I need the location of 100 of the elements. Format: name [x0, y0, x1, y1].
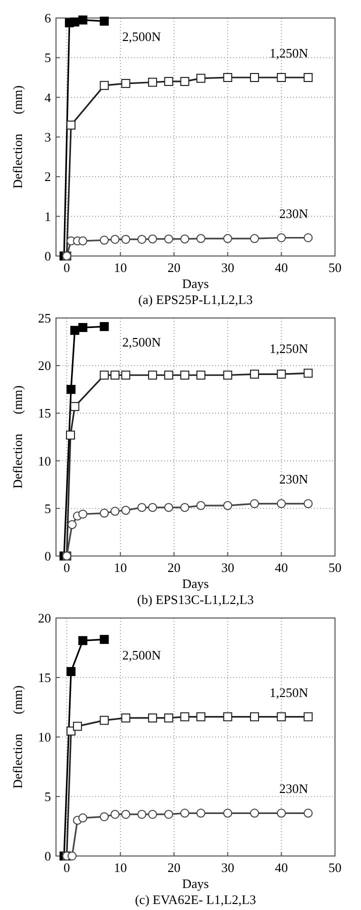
- point: [121, 234, 130, 244]
- point: [66, 430, 75, 440]
- point: [121, 506, 130, 515]
- y-tick-label: 10: [38, 453, 51, 468]
- point: [164, 234, 174, 244]
- x-axis-title: Days: [182, 876, 209, 891]
- point: [121, 370, 130, 380]
- x-tick-label: 0: [63, 860, 70, 875]
- x-tick-label: 40: [274, 260, 288, 275]
- text: (b) EPS13C-L1,L2,L3: [137, 592, 254, 607]
- y-tick-label: 6: [44, 10, 52, 26]
- point: [223, 501, 232, 510]
- y-tick-label: 15: [38, 406, 51, 421]
- point: [250, 808, 260, 818]
- x-tick-label: 0: [63, 560, 70, 575]
- y-tick-label: 5: [44, 500, 51, 516]
- x-axis-title: Days: [182, 276, 209, 291]
- point: [276, 233, 286, 242]
- series-label: 2,500N: [122, 647, 162, 662]
- x-tick-label: 30: [221, 560, 234, 575]
- y-tick-label: 1: [44, 208, 51, 224]
- point: [164, 502, 174, 512]
- point: [180, 76, 190, 86]
- point: [121, 78, 130, 88]
- series-label: 230N: [279, 206, 309, 221]
- point: [70, 326, 80, 335]
- y-tick-label: 0: [44, 248, 51, 264]
- point: [148, 713, 158, 722]
- x-tick-label: 30: [221, 860, 234, 875]
- point: [164, 810, 174, 819]
- x-tick-label: 40: [274, 860, 288, 875]
- point: [78, 15, 88, 24]
- point: [100, 236, 109, 245]
- x-axis-title: Days: [182, 576, 209, 591]
- point: [196, 370, 206, 380]
- point: [223, 370, 232, 380]
- series-label: 1,250N: [270, 684, 309, 700]
- series-label: 2,500N: [122, 334, 162, 350]
- x-tick-label: 20: [168, 560, 181, 575]
- x-tick-label: 10: [114, 560, 127, 575]
- point: [164, 370, 174, 380]
- text: (c) EVA62E- L1,L2,L3: [134, 892, 256, 907]
- series-label: 2,500N: [122, 29, 162, 44]
- x-tick-label: 50: [328, 860, 342, 875]
- point: [78, 236, 88, 246]
- point: [250, 712, 260, 722]
- point: [223, 712, 232, 722]
- point: [110, 370, 120, 380]
- point: [223, 73, 232, 82]
- point: [78, 636, 88, 646]
- point: [164, 713, 174, 722]
- point: [180, 712, 190, 722]
- point: [180, 502, 190, 512]
- text: (a) EPS25P-L1,L2,L3: [138, 292, 253, 307]
- point: [276, 370, 286, 379]
- point: [148, 370, 158, 380]
- series-label: 230N: [279, 781, 309, 796]
- point: [100, 716, 109, 725]
- point: [100, 322, 109, 332]
- point: [78, 510, 88, 519]
- x-tick-label: 0: [63, 260, 70, 275]
- point: [250, 73, 260, 82]
- y-tick-label: 0: [44, 548, 51, 564]
- point: [304, 712, 313, 722]
- point: [148, 502, 158, 512]
- point: [148, 810, 158, 819]
- point: [70, 402, 80, 412]
- y-axis-title: Deflection (mm): [10, 685, 25, 789]
- point: [276, 499, 286, 508]
- y-axis-title: Deflection (mm): [10, 385, 25, 489]
- point: [304, 368, 313, 378]
- point: [137, 234, 146, 244]
- x-tick-label: 20: [168, 860, 181, 875]
- y-tick-label: 25: [38, 310, 51, 326]
- point: [121, 713, 130, 722]
- y-tick-label: 0: [44, 848, 51, 864]
- point: [196, 808, 206, 818]
- point: [66, 120, 76, 130]
- point: [196, 501, 206, 510]
- point: [304, 73, 313, 82]
- point: [100, 508, 109, 518]
- point: [276, 808, 286, 818]
- point: [164, 76, 174, 86]
- point: [110, 506, 120, 516]
- x-tick-label: 10: [114, 260, 127, 275]
- point: [68, 852, 77, 860]
- point: [78, 323, 88, 332]
- point: [304, 233, 313, 242]
- y-tick-label: 5: [44, 50, 51, 66]
- point: [250, 499, 260, 508]
- y-tick-label: 4: [44, 90, 52, 105]
- point: [180, 234, 190, 244]
- point: [223, 234, 232, 244]
- point: [66, 667, 76, 676]
- y-tick-label: 5: [44, 789, 51, 804]
- point: [100, 370, 109, 380]
- point: [250, 370, 260, 379]
- y-tick-label: 20: [38, 358, 51, 374]
- point: [304, 808, 313, 818]
- point: [180, 808, 190, 818]
